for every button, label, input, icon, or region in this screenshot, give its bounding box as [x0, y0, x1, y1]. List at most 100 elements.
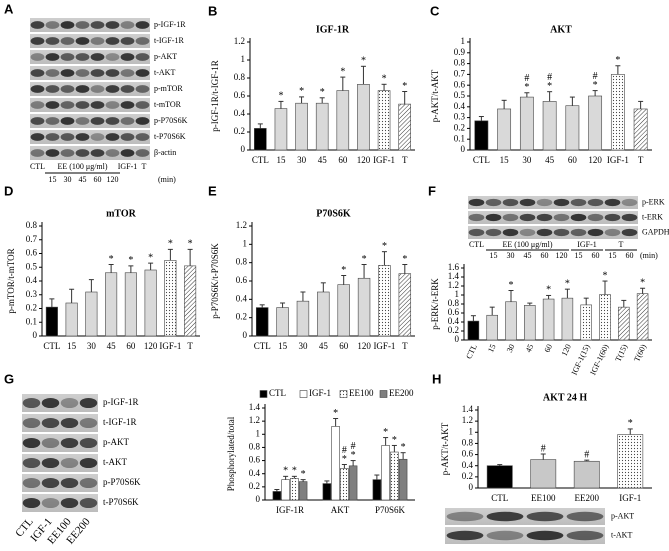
- y-tick-label: 0.2: [249, 481, 260, 491]
- bar: [617, 434, 644, 489]
- blot-band: [75, 101, 90, 109]
- blot-band: [60, 437, 79, 449]
- y-tick-label: 0.7: [454, 68, 466, 78]
- bar: [486, 314, 498, 341]
- bar: [254, 128, 267, 151]
- blot-band: [79, 437, 98, 449]
- blot-band: [75, 69, 90, 77]
- blot-band: [105, 85, 120, 93]
- blot-band: [105, 101, 120, 109]
- x-tick-label: T: [402, 155, 408, 165]
- bar: [505, 301, 517, 341]
- y-axis-label: p-IGF-1R/t-IGF-1R: [210, 60, 220, 132]
- blot-band: [105, 149, 120, 157]
- blot-band: [60, 457, 79, 469]
- x-tick-label: 120: [357, 341, 371, 351]
- bar: [618, 306, 630, 341]
- x-tick-label: IGF-1: [159, 341, 181, 351]
- bar: [315, 102, 329, 151]
- bar: [281, 479, 290, 501]
- y-tick-label: 0.2: [454, 122, 465, 132]
- legend-swatch: [379, 390, 388, 398]
- blot-band: [30, 37, 45, 45]
- significance-marker: *: [401, 442, 406, 453]
- significance-marker: *: [299, 86, 304, 97]
- significance-marker: *: [341, 265, 346, 276]
- blot-group: T: [142, 162, 147, 171]
- blot-band: [90, 149, 105, 157]
- blot-band: [41, 477, 60, 489]
- x-tick-label: 60: [126, 341, 136, 351]
- blot-label: t-AKT: [154, 68, 175, 77]
- bar: [542, 101, 557, 151]
- blot-band: [120, 133, 135, 141]
- bar: [377, 90, 391, 151]
- blot-band: [41, 437, 60, 449]
- y-tick-label: 0.1: [26, 316, 37, 326]
- x-tick-label: T: [402, 341, 408, 351]
- y-tick-label: 1.4: [448, 271, 460, 281]
- y-tick-label: 0.5: [26, 261, 38, 271]
- blot-time: 60: [592, 251, 600, 260]
- blot-time: 45: [524, 251, 532, 260]
- blot-band: [587, 228, 604, 237]
- blot-band: [90, 101, 105, 109]
- blot-strip: [445, 527, 605, 544]
- y-axis-label: p-mTOR/t-mTOR: [6, 248, 16, 313]
- panel-letter: H: [432, 371, 441, 386]
- significance-marker: *: [128, 255, 133, 266]
- panel-letter: G: [4, 371, 14, 386]
- blot-band: [502, 213, 519, 222]
- bar: [474, 120, 489, 151]
- blot-strip: [22, 394, 98, 412]
- bar: [164, 260, 177, 337]
- blot-band: [468, 198, 485, 207]
- blot-band: [446, 511, 484, 522]
- x-tick-label: P70S6K: [375, 505, 406, 515]
- significance-marker: #: [541, 443, 546, 454]
- x-tick-label: IGF-1: [619, 493, 641, 503]
- blot-band: [90, 21, 105, 29]
- x-tick-label: CTL: [491, 493, 508, 503]
- y-tick-label: 0.4: [454, 101, 466, 111]
- blot-strip: [22, 474, 98, 492]
- y-tick-label: 0: [256, 494, 261, 504]
- x-tick-label: 30: [87, 341, 97, 351]
- y-tick-label: 0.3: [454, 112, 466, 122]
- blot-band: [45, 101, 60, 109]
- significance-marker: *: [383, 427, 388, 438]
- blot-band: [60, 477, 79, 489]
- blot-band: [468, 228, 485, 237]
- y-tick-label: 1.4: [462, 404, 474, 414]
- blot-label: p-ERK: [642, 197, 665, 206]
- bar: [497, 108, 512, 151]
- significance-marker: *: [342, 454, 347, 465]
- x-tick-label: 30: [298, 341, 308, 351]
- y-tick-label: 0.6: [249, 455, 261, 465]
- blot-band: [120, 69, 135, 77]
- blot-band: [75, 85, 90, 93]
- panel-letter: F: [428, 183, 436, 198]
- blot-group: EE (100 μg/ml): [502, 240, 552, 249]
- blot-band: [519, 198, 536, 207]
- x-tick-label: 15: [276, 155, 286, 165]
- y-tick-label: 0.2: [448, 325, 459, 335]
- blot-group: T: [619, 240, 624, 249]
- blot-group: CTL: [30, 162, 45, 171]
- x-tick-label: 15: [486, 343, 498, 354]
- blot-label: p-AKT: [154, 52, 177, 61]
- blot-band: [60, 69, 75, 77]
- bar: [340, 468, 349, 501]
- blot-band: [30, 53, 45, 61]
- blot-label: t-mTOR: [154, 100, 182, 109]
- bar: [610, 74, 625, 151]
- significance-marker: *: [628, 418, 633, 429]
- x-tick-label: 30: [522, 155, 532, 165]
- blot-band: [105, 21, 120, 29]
- y-tick-label: 0: [33, 330, 38, 340]
- blot-band: [135, 133, 150, 141]
- x-tick-label: T(60): [632, 343, 648, 364]
- blot-time: 45: [79, 175, 87, 184]
- significance-marker: *: [333, 408, 338, 419]
- x-tick-label: T: [638, 155, 644, 165]
